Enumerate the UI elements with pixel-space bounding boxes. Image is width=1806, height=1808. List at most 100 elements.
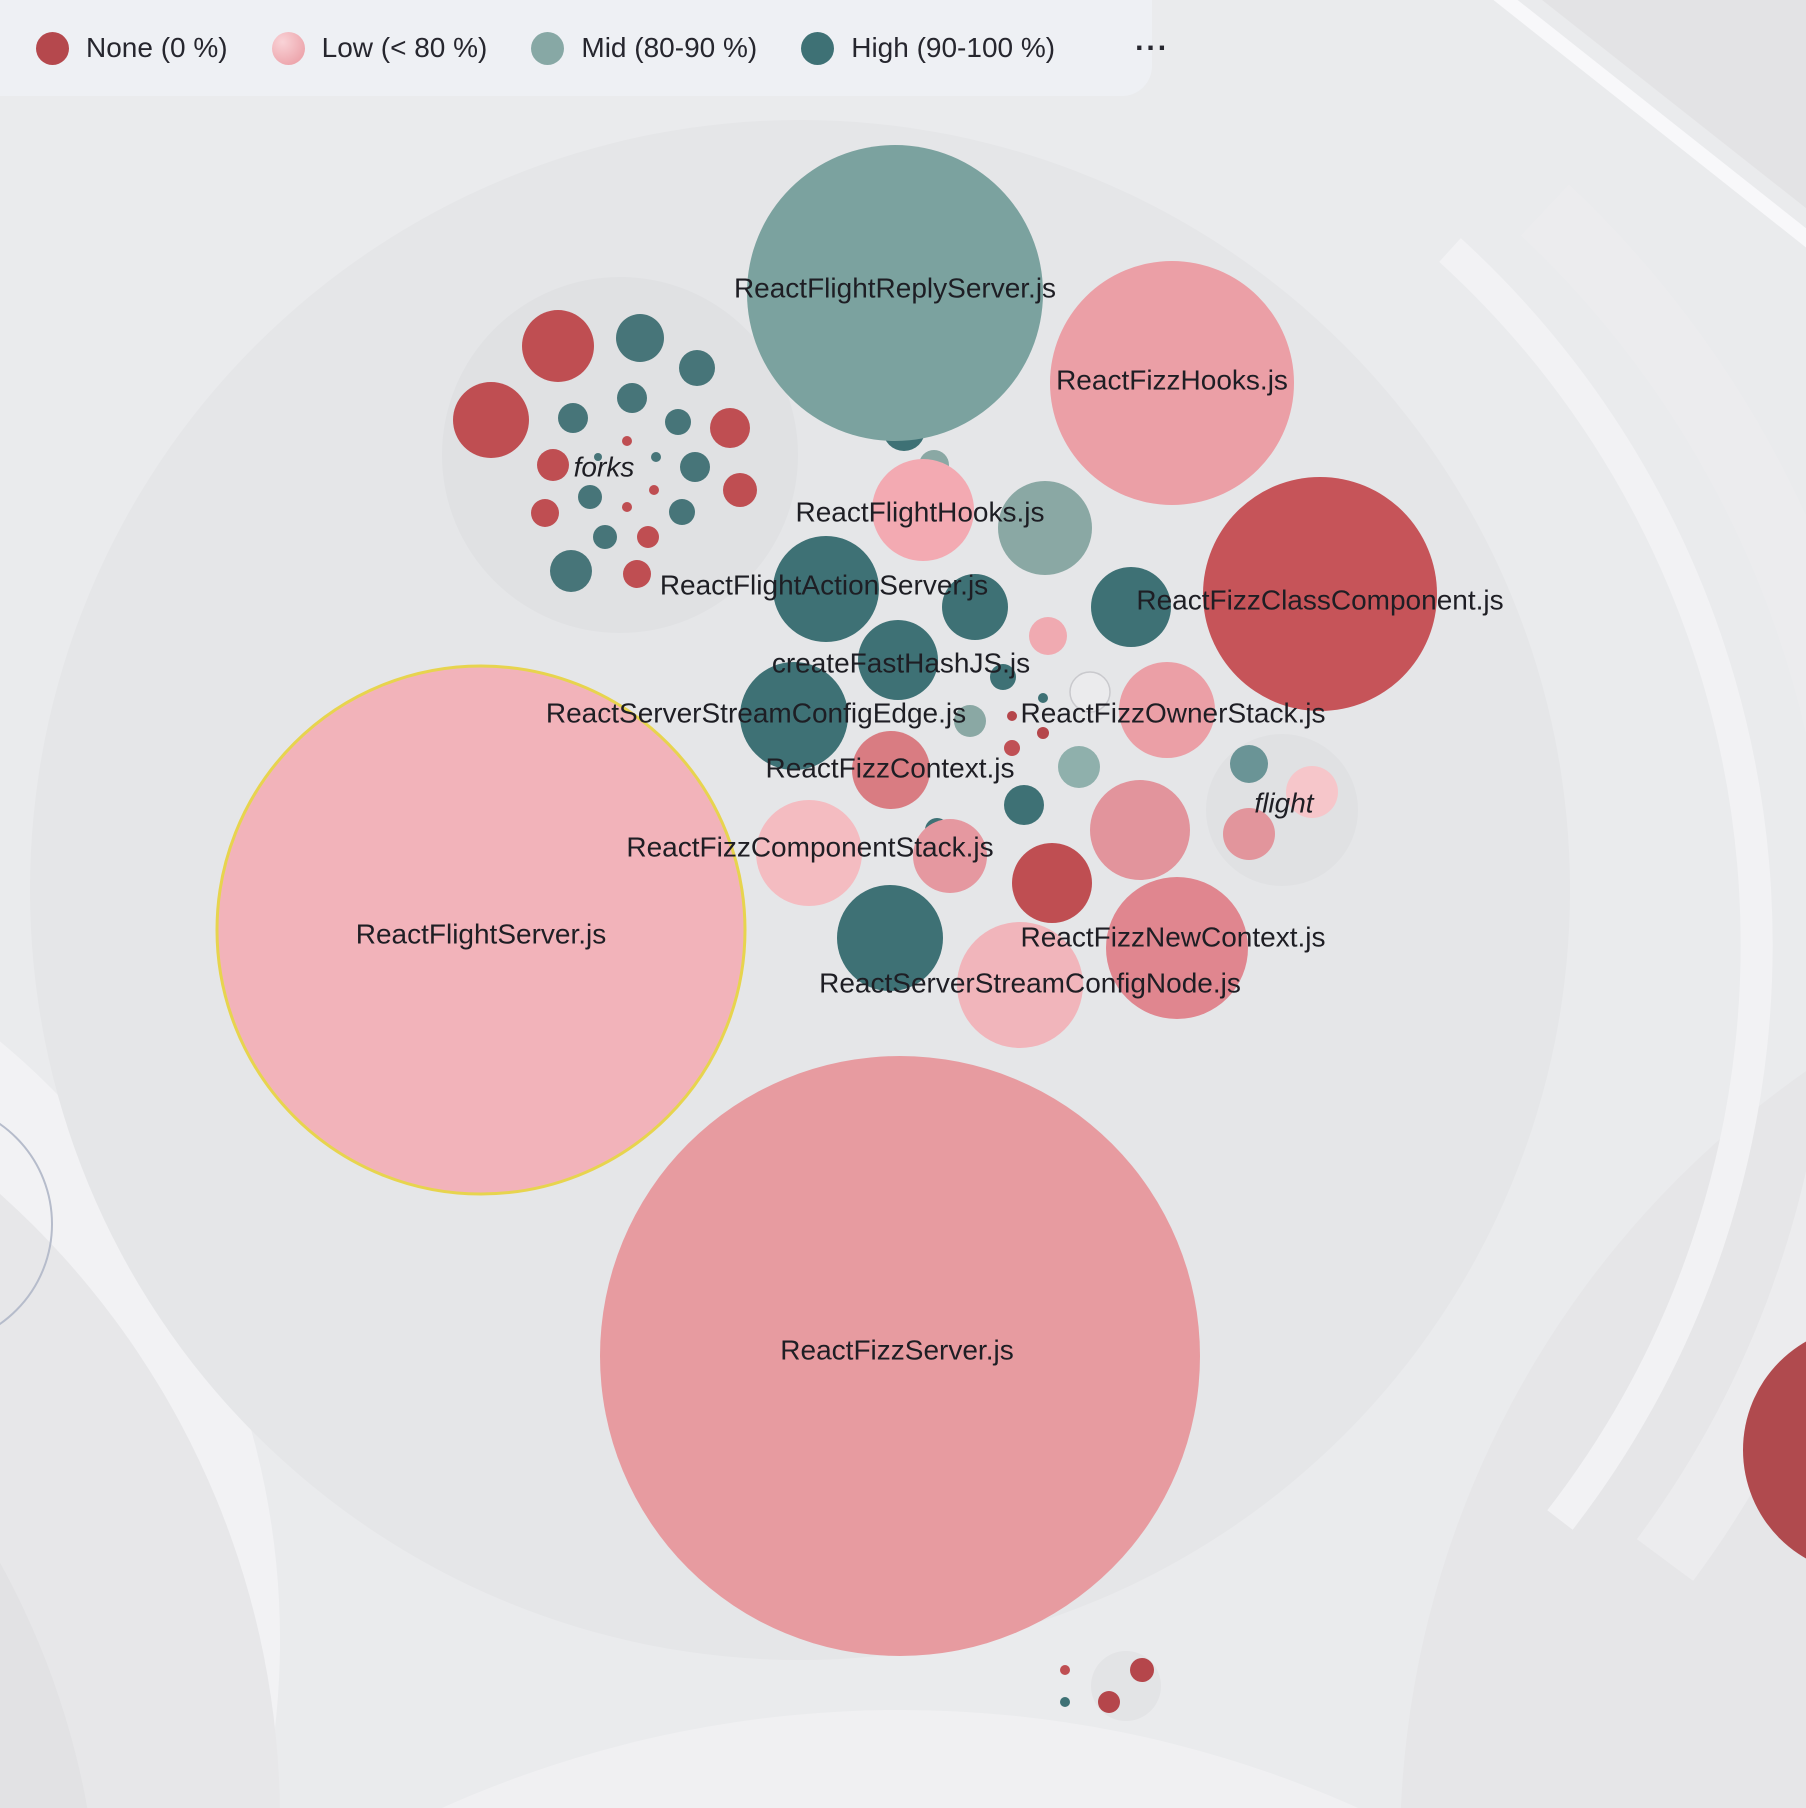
file-bubble[interactable] xyxy=(1098,1691,1120,1713)
legend-dot-low-icon xyxy=(271,31,305,65)
file-bubble[interactable] xyxy=(913,819,987,893)
legend-more-button[interactable]: ... xyxy=(1135,24,1170,57)
file-bubble[interactable] xyxy=(1091,567,1171,647)
legend-dot-mid-icon xyxy=(531,31,565,65)
file-bubble[interactable] xyxy=(550,550,592,592)
legend-item-high[interactable]: High (90-100 %) xyxy=(801,31,1056,65)
file-bubble[interactable] xyxy=(622,502,632,512)
file-label: ReactFizzHooks.js xyxy=(1056,365,1288,396)
legend-label-mid: Mid (80-90 %) xyxy=(581,32,758,63)
file-bubble[interactable] xyxy=(942,574,1008,640)
file-bubble[interactable] xyxy=(531,499,559,527)
bottom-left-band-2 xyxy=(0,1194,280,1808)
legend-item-none[interactable]: None (0 %) xyxy=(36,31,228,65)
file-bubble[interactable] xyxy=(1058,746,1100,788)
file-bubble[interactable] xyxy=(669,499,695,525)
file-bubble[interactable] xyxy=(453,382,529,458)
file-bubble-ReactFizzServer.js[interactable] xyxy=(600,1056,1200,1656)
file-bubble[interactable] xyxy=(1743,1325,1806,1575)
file-bubble[interactable] xyxy=(1223,808,1275,860)
file-bubble[interactable] xyxy=(522,310,594,382)
file-bubble[interactable] xyxy=(1038,693,1048,703)
file-bubble[interactable] xyxy=(1012,843,1092,923)
coverage-legend: None (0 %) Low (< 80 %) Mid (80-90 %) Hi… xyxy=(0,0,1166,96)
file-bubble[interactable] xyxy=(1004,785,1044,825)
file-bubble[interactable] xyxy=(622,436,632,446)
file-label: ReactFizzClassComponent.js xyxy=(1136,585,1503,616)
file-bubble-ReactFizzComponentStack.js[interactable] xyxy=(756,800,862,906)
legend-label-none: None (0 %) xyxy=(86,32,228,63)
file-bubble[interactable] xyxy=(954,705,986,737)
group-circle-mini-cluster[interactable] xyxy=(1091,1651,1161,1721)
file-bubble[interactable] xyxy=(1286,766,1338,818)
file-bubble[interactable] xyxy=(649,485,659,495)
legend-item-low[interactable]: Low (< 80 %) xyxy=(271,31,488,65)
legend-dot-high-icon xyxy=(801,31,835,65)
outlined-circle-decor xyxy=(0,1122,53,1326)
file-bubble-ReactServerStreamConfigNode.js[interactable] xyxy=(957,922,1083,1048)
file-bubble-ReactFizzHooks.js[interactable] xyxy=(1050,261,1294,505)
file-bubble[interactable] xyxy=(1004,740,1020,756)
directory-label: forks xyxy=(574,452,635,483)
legend-item-mid[interactable]: Mid (80-90 %) xyxy=(531,31,758,65)
file-bubble-ReactFlightHooks.js[interactable] xyxy=(872,459,974,561)
file-bubble-ReactFizzClassComponent.js[interactable] xyxy=(1203,477,1437,711)
file-label: ReactServerStreamConfigNode.js xyxy=(819,968,1241,999)
top-right-streak-decor xyxy=(1493,0,1806,248)
file-bubble[interactable] xyxy=(623,560,651,588)
file-bubble[interactable] xyxy=(558,403,588,433)
file-bubble[interactable] xyxy=(837,885,943,991)
file-label: ReactFlightServer.js xyxy=(356,919,607,950)
file-bubble[interactable] xyxy=(990,664,1016,690)
file-label: ReactServerStreamConfigEdge.js xyxy=(546,698,966,729)
file-bubble[interactable] xyxy=(594,453,602,461)
file-label: createFastHashJS.js xyxy=(772,648,1030,679)
file-label: ReactFlightHooks.js xyxy=(796,497,1045,528)
file-bubble-ReactFlightReplyServer.js[interactable] xyxy=(747,145,1043,441)
file-bubble[interactable] xyxy=(1060,1665,1070,1675)
file-bubble[interactable] xyxy=(537,449,569,481)
file-bubble[interactable] xyxy=(1230,745,1268,783)
file-bubble[interactable] xyxy=(1037,727,1049,739)
legend-label-low: Low (< 80 %) xyxy=(321,32,488,63)
top-right-wedge-decor xyxy=(1542,0,1806,209)
file-bubble-ReactFizzContext.js[interactable] xyxy=(852,731,930,809)
file-bubble[interactable] xyxy=(578,485,602,509)
file-bubble[interactable] xyxy=(617,383,647,413)
file-bubble[interactable] xyxy=(593,525,617,549)
file-label: ReactFlightReplyServer.js xyxy=(734,273,1056,304)
file-bubble-ReactServerStreamConfigEdge.js[interactable] xyxy=(740,662,848,770)
file-bubble[interactable] xyxy=(651,452,661,462)
file-bubble-createFastHashJS.js[interactable] xyxy=(858,620,938,700)
file-bubble[interactable] xyxy=(616,314,664,362)
file-bubble[interactable] xyxy=(998,481,1092,575)
file-label: ReactFizzContext.js xyxy=(766,753,1015,784)
file-bubble[interactable] xyxy=(637,526,659,548)
bottom-arc-decor xyxy=(442,1710,1358,1808)
file-bubble[interactable] xyxy=(1029,617,1067,655)
legend-label-high: High (90-100 %) xyxy=(851,32,1056,63)
file-bubble[interactable] xyxy=(1007,711,1017,721)
file-bubble[interactable] xyxy=(710,408,750,448)
file-bubble-ReactFizzNewContext.js[interactable] xyxy=(1106,877,1248,1019)
file-bubble[interactable] xyxy=(665,409,691,435)
right-swoosh-inner xyxy=(1439,238,1773,1530)
file-bubble[interactable] xyxy=(1090,780,1190,880)
file-bubble-ReactFizzOwnerStack.js[interactable] xyxy=(1119,662,1215,758)
file-bubble[interactable] xyxy=(1060,1697,1070,1707)
file-bubble-ReactFlightActionServer.js[interactable] xyxy=(773,536,879,642)
file-bubble[interactable] xyxy=(1069,671,1111,713)
file-bubble-ReactFlightServer.js[interactable] xyxy=(215,664,747,1196)
directory-label: flight xyxy=(1254,788,1314,819)
file-bubble[interactable] xyxy=(680,452,710,482)
file-label: ReactFlightActionServer.js xyxy=(660,570,988,601)
file-bubble[interactable] xyxy=(723,473,757,507)
file-label: ReactFizzNewContext.js xyxy=(1021,922,1326,953)
file-label: ReactFizzServer.js xyxy=(780,1335,1013,1366)
file-bubble[interactable] xyxy=(1130,1658,1154,1682)
file-bubble[interactable] xyxy=(679,350,715,386)
file-label: ReactFizzComponentStack.js xyxy=(626,832,993,863)
